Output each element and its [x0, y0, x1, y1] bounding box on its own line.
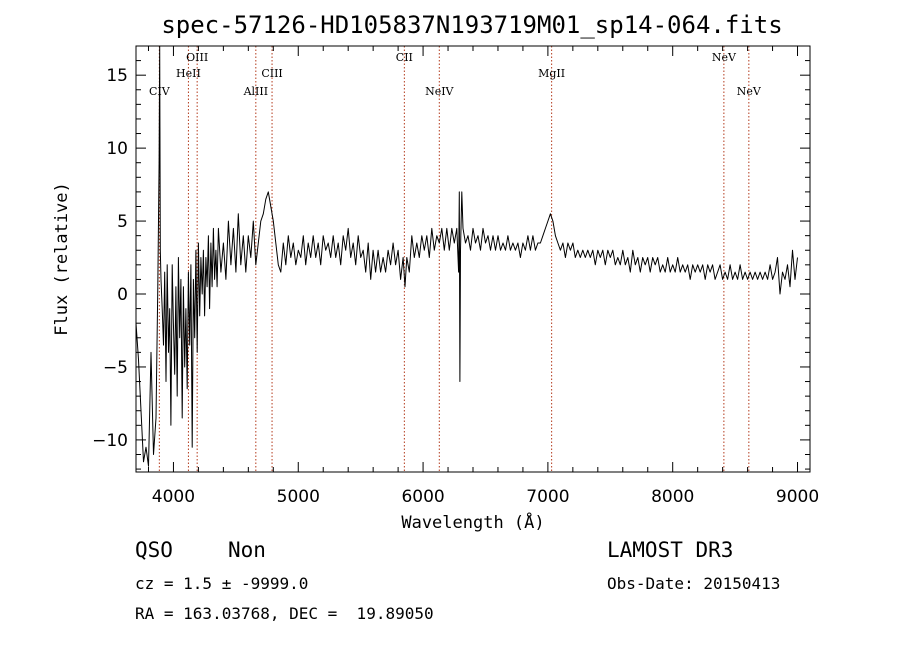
x-tick-label: 8000 — [651, 487, 694, 507]
spectral-line-label-heii-1: HeII — [176, 67, 201, 80]
coordinates-readout: RA = 163.03768, DEC = 19.89050 — [135, 604, 434, 623]
survey-name: LAMOST DR3 — [607, 538, 734, 562]
spectral-line-label-mgii-7: MgII — [538, 67, 565, 80]
spectral-line-label-cii-5: CII — [396, 51, 413, 64]
spectral-line-label-ciii-4: CIII — [261, 67, 282, 80]
y-tick-label: 10 — [106, 139, 128, 159]
x-tick-label: 5000 — [277, 487, 320, 507]
x-tick-label: 7000 — [526, 487, 569, 507]
y-tick-label: 5 — [117, 212, 128, 232]
object-subclass: Non — [228, 538, 266, 562]
y-tick-label: 15 — [106, 66, 128, 86]
y-tick-label: 0 — [117, 285, 128, 305]
spectral-line-label-nev-8: NeV — [712, 51, 737, 64]
spectral-line-label-neiv-6: NeIV — [425, 85, 454, 98]
axis-ticks: 4000 5000 6000 7000 8000 9000 −10 −5 0 5 10 15 — [92, 45, 819, 507]
observation-date: Obs-Date: 20150413 — [607, 574, 781, 593]
spectral-line-label-oiii-2: OIII — [186, 51, 208, 64]
y-tick-label: −10 — [92, 431, 128, 451]
object-class: QSO — [135, 538, 173, 562]
x-tick-label: 9000 — [776, 487, 819, 507]
x-tick-label: 4000 — [152, 487, 195, 507]
y-tick-label: −5 — [103, 358, 128, 378]
redshift-readout: cz = 1.5 ± -9999.0 — [135, 574, 309, 593]
spectral-line-label-nev-9: NeV — [737, 85, 762, 98]
spectral-line-label-aliii-3: AlIII — [243, 85, 269, 98]
plot-frame — [135, 45, 811, 473]
x-axis-label: Wavelength (Å) — [401, 511, 544, 533]
flux-line-flux — [136, 46, 798, 467]
x-tick-label: 6000 — [401, 487, 444, 507]
y-axis-label: Flux (relative) — [52, 182, 72, 336]
chart-title: spec-57126-HD105837N193719M01_sp14-064.f… — [161, 11, 782, 39]
flux-series — [136, 46, 798, 467]
